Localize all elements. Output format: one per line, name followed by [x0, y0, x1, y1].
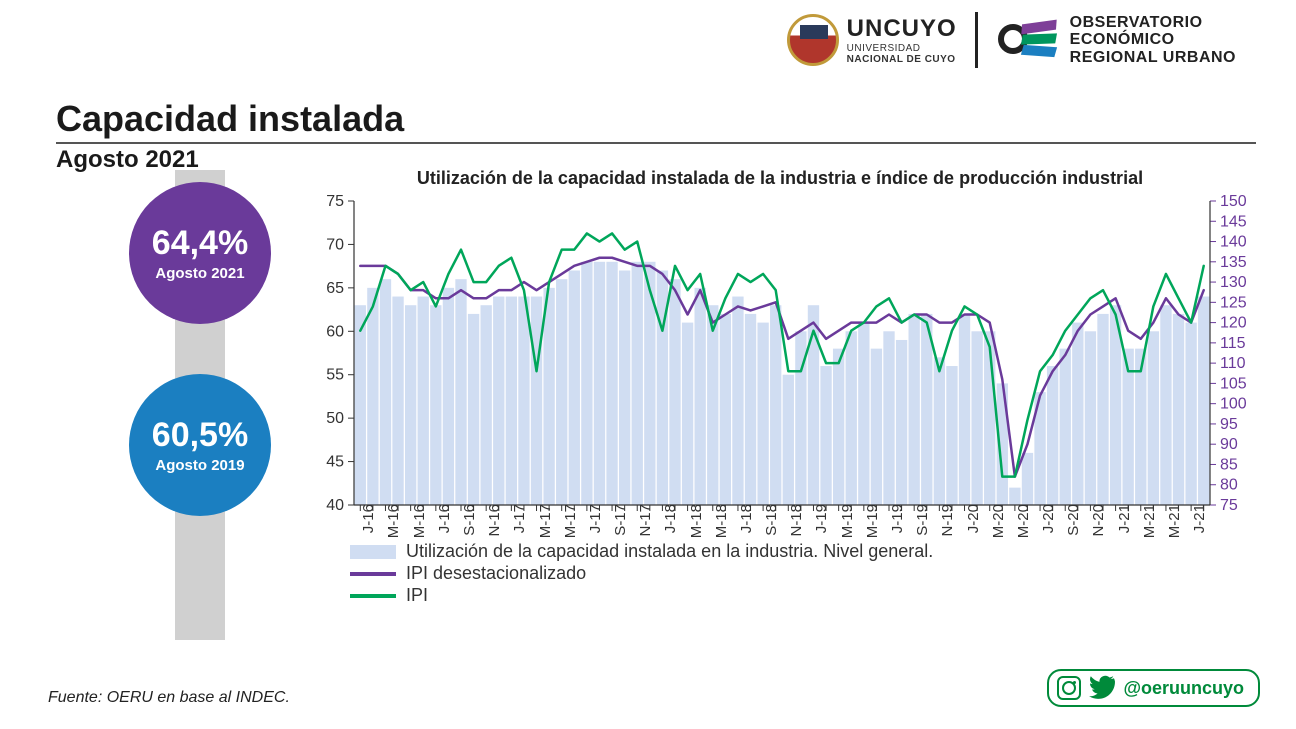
header-logos: UNCUYO UNIVERSIDAD NACIONAL DE CUYO OBSE… [787, 12, 1236, 68]
svg-text:135: 135 [1220, 254, 1247, 271]
kpi-current-value: 64,4% [152, 224, 248, 263]
uncuyo-logo: UNCUYO UNIVERSIDAD NACIONAL DE CUYO [787, 14, 957, 66]
x-tick-label: J-21 [1116, 504, 1133, 533]
uncuyo-name: UNCUYO [847, 15, 957, 43]
svg-text:140: 140 [1220, 234, 1247, 251]
x-tick-label: M-18 [688, 504, 705, 538]
source-text: Fuente: OERU en base al INDEC. [48, 689, 290, 707]
x-tick-label: N-20 [1090, 504, 1107, 537]
oeru-l1: OBSERVATORIO [1070, 14, 1236, 32]
x-tick-label: J-17 [511, 504, 528, 533]
x-tick-label: J-19 [813, 504, 830, 533]
x-tick-label: S-17 [612, 504, 629, 536]
chart-svg: 4045505560657075758085909510010511011512… [300, 195, 1260, 515]
legend-label-ipi: IPI [406, 585, 428, 606]
header-divider [975, 12, 978, 68]
legend-swatch-ipi [350, 594, 396, 598]
svg-text:90: 90 [1220, 436, 1238, 453]
oeru-logo: OBSERVATORIO ECONÓMICO REGIONAL URBANO [996, 14, 1236, 67]
kpi-circle-current: 64,4% Agosto 2021 [129, 182, 271, 324]
legend-row-ipi-desest: IPI desestacionalizado [350, 563, 933, 584]
kpi-ref-value: 60,5% [152, 416, 248, 455]
uncuyo-sub1: UNIVERSIDAD [847, 43, 957, 54]
x-tick-label: N-19 [939, 504, 956, 537]
svg-text:55: 55 [326, 367, 344, 384]
svg-text:125: 125 [1220, 294, 1247, 311]
x-tick-label: M-20 [1015, 504, 1032, 538]
oeru-l2: ECONÓMICO [1070, 31, 1236, 49]
legend-swatch-ipi-desest [350, 572, 396, 576]
oeru-l3: REGIONAL URBANO [1070, 49, 1236, 67]
svg-text:100: 100 [1220, 396, 1247, 413]
x-tick-label: J-19 [889, 504, 906, 533]
uncuyo-text: UNCUYO UNIVERSIDAD NACIONAL DE CUYO [847, 15, 957, 65]
svg-text:110: 110 [1220, 355, 1246, 372]
legend-row-ipi: IPI [350, 585, 933, 606]
kpi-column: 64,4% Agosto 2021 60,5% Agosto 2019 [120, 164, 280, 516]
twitter-icon [1089, 675, 1115, 701]
legend-row-bars: Utilización de la capacidad instalada en… [350, 541, 933, 562]
oeru-text: OBSERVATORIO ECONÓMICO REGIONAL URBANO [1070, 14, 1236, 67]
x-tick-label: M-16 [385, 504, 402, 538]
svg-text:75: 75 [326, 195, 344, 210]
svg-text:85: 85 [1220, 456, 1238, 473]
x-tick-label: M-18 [713, 504, 730, 538]
x-tick-label: M-21 [1141, 504, 1158, 538]
svg-text:50: 50 [326, 410, 344, 427]
x-tick-label: N-18 [788, 504, 805, 537]
legend-swatch-bars [350, 545, 396, 559]
uncuyo-sub2: NACIONAL DE CUYO [847, 54, 957, 65]
x-tick-label: S-19 [914, 504, 931, 536]
svg-text:60: 60 [326, 323, 344, 340]
instagram-icon [1057, 676, 1081, 700]
x-tick-label: S-20 [1065, 504, 1082, 536]
legend-label-ipi-desest: IPI desestacionalizado [406, 563, 586, 584]
svg-text:65: 65 [326, 280, 344, 297]
uncuyo-seal-icon [787, 14, 839, 66]
x-tick-label: J-21 [1191, 504, 1208, 533]
svg-text:105: 105 [1220, 375, 1247, 392]
svg-text:45: 45 [326, 454, 344, 471]
chart-svg-holder: 4045505560657075758085909510010511011512… [300, 195, 1260, 515]
x-tick-label: J-18 [662, 504, 679, 533]
title-area: Capacidad instalada Agosto 2021 [56, 98, 1256, 174]
x-tick-label: M-20 [990, 504, 1007, 538]
x-tick-label: S-16 [461, 504, 478, 536]
svg-text:115: 115 [1220, 335, 1246, 352]
oeru-mark-icon [996, 16, 1060, 64]
x-tick-label: J-16 [360, 504, 377, 533]
x-tick-label: J-20 [965, 504, 982, 533]
legend: Utilización de la capacidad instalada en… [350, 540, 933, 607]
x-tick-label: S-18 [763, 504, 780, 536]
x-tick-label: M-19 [864, 504, 881, 538]
kpi-current-date: Agosto 2021 [155, 265, 244, 282]
x-tick-label: N-16 [486, 504, 503, 537]
title-rule [56, 142, 1256, 144]
x-tick-label: J-18 [738, 504, 755, 533]
x-tick-label: M-16 [411, 504, 428, 538]
legend-label-bars: Utilización de la capacidad instalada en… [406, 541, 933, 562]
x-tick-label: J-20 [1040, 504, 1057, 533]
page-title: Capacidad instalada [56, 98, 1256, 140]
svg-text:145: 145 [1220, 213, 1247, 230]
x-tick-label: N-17 [637, 504, 654, 537]
kpi-ref-date: Agosto 2019 [155, 457, 244, 474]
svg-text:130: 130 [1220, 274, 1247, 291]
social-handle: @oeruuncuyo [1123, 678, 1244, 699]
svg-text:150: 150 [1220, 195, 1247, 210]
social-pill[interactable]: @oeruuncuyo [1047, 669, 1260, 707]
x-tick-label: J-16 [436, 504, 453, 533]
svg-text:95: 95 [1220, 416, 1238, 433]
x-tick-label: M-19 [839, 504, 856, 538]
kpi-circle-reference: 60,5% Agosto 2019 [129, 374, 271, 516]
x-tick-label: M-17 [562, 504, 579, 538]
x-tick-label: M-17 [537, 504, 554, 538]
chart-title: Utilización de la capacidad instalada de… [300, 168, 1260, 189]
x-tick-label: J-17 [587, 504, 604, 533]
x-tick-label: M-21 [1166, 504, 1183, 538]
svg-text:120: 120 [1220, 315, 1247, 332]
svg-text:70: 70 [326, 236, 344, 253]
